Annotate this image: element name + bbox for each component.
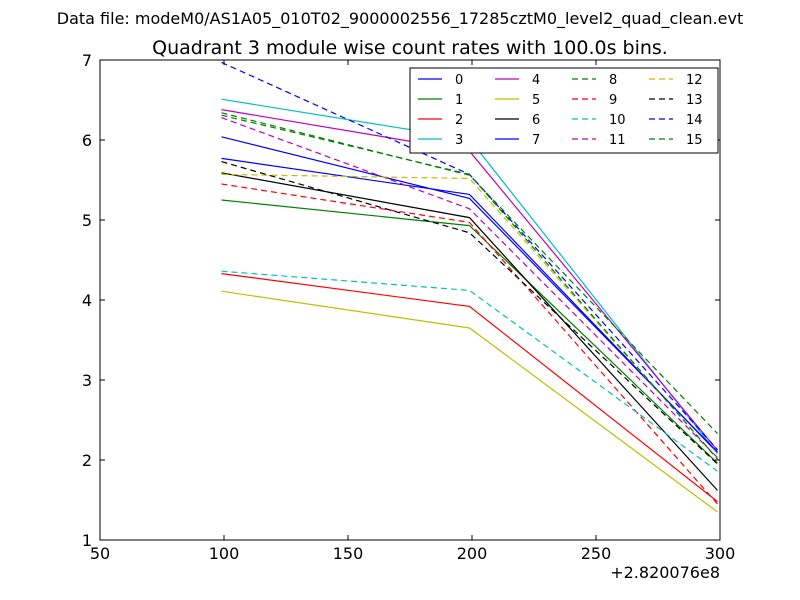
chart-title: Quadrant 3 module wise count rates with … (152, 37, 668, 59)
series-line-8 (221, 112, 718, 435)
series-line-9 (221, 183, 718, 505)
series-line-1 (221, 199, 718, 464)
legend-label-12: 12 (686, 73, 703, 88)
legend-label-11: 11 (609, 133, 626, 148)
series-line-13 (221, 161, 718, 465)
y-tick-label: 1 (82, 531, 92, 550)
y-tick-label: 7 (82, 51, 92, 70)
legend-label-2: 2 (455, 113, 463, 128)
legend-label-7: 7 (532, 133, 540, 148)
series-line-4 (221, 109, 718, 451)
legend-label-6: 6 (532, 113, 540, 128)
legend-label-15: 15 (686, 133, 703, 148)
figure-suptitle: Data file: modeM0/AS1A05_010T02_90000025… (57, 9, 743, 29)
y-tick-label: 2 (82, 451, 92, 470)
series-line-2 (221, 273, 718, 503)
x-tick-label: 50 (90, 544, 110, 563)
x-tick-label: 250 (581, 544, 612, 563)
series-line-7 (221, 136, 718, 453)
legend-label-4: 4 (532, 73, 540, 88)
x-tick-label: 300 (705, 544, 736, 563)
legend-label-1: 1 (455, 93, 463, 108)
y-tick-label: 6 (82, 131, 92, 150)
x-tick-label: 200 (457, 544, 488, 563)
legend-label-5: 5 (532, 93, 540, 108)
legend-label-3: 3 (455, 133, 463, 148)
legend-label-0: 0 (455, 73, 463, 88)
legend-box (409, 67, 719, 154)
series-line-11 (221, 117, 718, 459)
y-tick-label: 3 (82, 371, 92, 390)
legend-label-10: 10 (609, 113, 626, 128)
series-line-10 (221, 270, 718, 472)
legend-label-14: 14 (686, 113, 703, 128)
x-tick-label: 100 (209, 544, 240, 563)
series-line-6 (221, 172, 718, 491)
series-line-15 (221, 114, 718, 460)
x-offset-label: +2.820076e8 (610, 563, 720, 582)
x-tick-label: 150 (333, 544, 364, 563)
y-tick-label: 5 (82, 211, 92, 230)
legend-label-8: 8 (609, 73, 617, 88)
y-tick-label: 4 (82, 291, 92, 310)
legend-label-9: 9 (609, 93, 617, 108)
series-line-5 (221, 290, 718, 513)
legend-label-13: 13 (686, 93, 703, 108)
series-line-12 (221, 173, 718, 459)
